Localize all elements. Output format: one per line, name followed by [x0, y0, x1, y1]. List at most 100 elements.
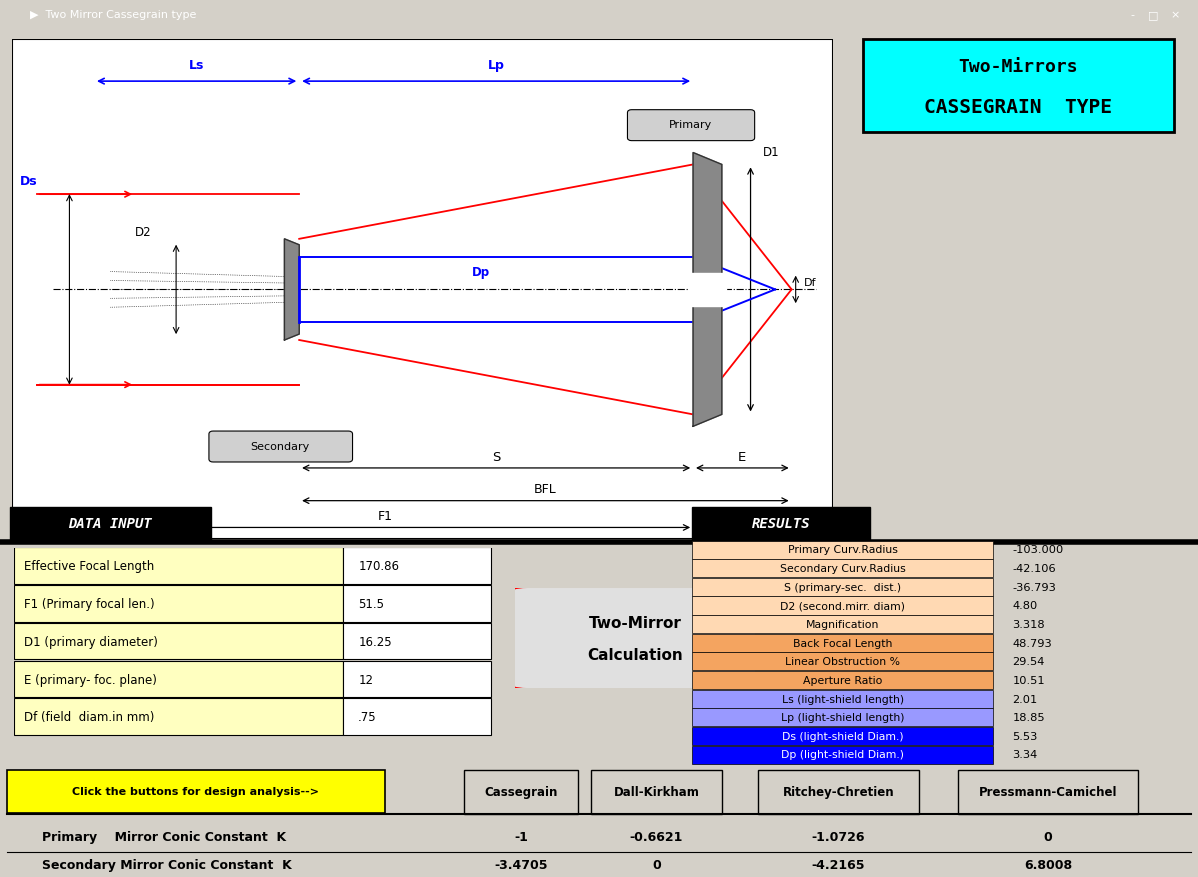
Text: S (primary-sec.  dist.): S (primary-sec. dist.) — [785, 582, 901, 593]
Polygon shape — [694, 153, 722, 426]
FancyBboxPatch shape — [14, 585, 344, 622]
Text: Aperture Ratio: Aperture Ratio — [803, 676, 883, 686]
Text: Secondary Curv.Radius: Secondary Curv.Radius — [780, 564, 906, 574]
Text: 29.54: 29.54 — [1012, 657, 1045, 667]
Text: Ds: Ds — [20, 175, 38, 189]
FancyBboxPatch shape — [591, 770, 722, 814]
Text: 0: 0 — [1043, 831, 1053, 845]
FancyBboxPatch shape — [344, 623, 491, 660]
Text: 5.53: 5.53 — [1012, 731, 1037, 742]
Text: 12: 12 — [358, 674, 374, 687]
FancyBboxPatch shape — [344, 547, 491, 584]
Text: Lp (light-shield length): Lp (light-shield length) — [781, 713, 904, 724]
Text: E (primary- foc. plane): E (primary- foc. plane) — [24, 674, 157, 687]
Text: Click the buttons for design analysis-->: Click the buttons for design analysis--> — [72, 787, 319, 797]
Text: Secondary Mirror Conic Constant  K: Secondary Mirror Conic Constant K — [42, 859, 291, 872]
Text: 18.85: 18.85 — [1012, 713, 1045, 724]
Polygon shape — [284, 239, 300, 340]
Text: Primary: Primary — [668, 120, 713, 130]
Polygon shape — [689, 273, 726, 306]
Text: 48.793: 48.793 — [1012, 638, 1052, 649]
FancyBboxPatch shape — [863, 39, 1174, 132]
Text: 2.01: 2.01 — [1012, 695, 1037, 704]
Text: DATA INPUT: DATA INPUT — [68, 517, 152, 531]
FancyBboxPatch shape — [344, 698, 491, 735]
Text: □: □ — [1149, 11, 1158, 20]
Text: Ritchey-Chretien: Ritchey-Chretien — [782, 786, 895, 799]
Text: -3.4705: -3.4705 — [495, 859, 547, 872]
Text: D2 (second.mirr. diam): D2 (second.mirr. diam) — [780, 602, 906, 611]
Text: Effective Focal Length: Effective Focal Length — [24, 560, 155, 574]
FancyBboxPatch shape — [14, 698, 344, 735]
FancyBboxPatch shape — [208, 431, 352, 462]
Text: ×: × — [1170, 11, 1180, 20]
FancyBboxPatch shape — [692, 578, 993, 595]
Text: Back Focal Length: Back Focal Length — [793, 638, 893, 649]
Text: -1: -1 — [514, 831, 528, 845]
Text: Ds (light-shield Diam.): Ds (light-shield Diam.) — [782, 731, 903, 742]
FancyBboxPatch shape — [12, 39, 833, 539]
FancyBboxPatch shape — [692, 615, 993, 633]
Text: -36.793: -36.793 — [1012, 582, 1057, 593]
Text: Df (field  diam.in mm): Df (field diam.in mm) — [24, 711, 155, 724]
Text: Df: Df — [804, 279, 816, 289]
FancyBboxPatch shape — [692, 634, 993, 652]
Text: 170.86: 170.86 — [358, 560, 399, 574]
Text: Dp (light-shield Diam.): Dp (light-shield Diam.) — [781, 751, 904, 760]
FancyBboxPatch shape — [344, 585, 491, 622]
FancyBboxPatch shape — [692, 652, 993, 670]
Text: 3.34: 3.34 — [1012, 751, 1037, 760]
Text: Dp: Dp — [472, 267, 490, 279]
Text: Primary    Mirror Conic Constant  K: Primary Mirror Conic Constant K — [42, 831, 286, 845]
Text: Two-Mirror: Two-Mirror — [588, 617, 682, 631]
FancyBboxPatch shape — [692, 596, 993, 615]
Text: E: E — [738, 451, 746, 464]
Text: -: - — [1130, 11, 1135, 20]
Text: 0: 0 — [652, 859, 661, 872]
Text: 6.8008: 6.8008 — [1024, 859, 1072, 872]
Text: Secondary: Secondary — [250, 441, 310, 452]
Text: Lp: Lp — [488, 60, 504, 72]
FancyBboxPatch shape — [692, 709, 993, 726]
Text: Two-Mirrors: Two-Mirrors — [958, 59, 1078, 76]
Text: 4.80: 4.80 — [1012, 602, 1037, 611]
FancyBboxPatch shape — [692, 745, 993, 764]
FancyBboxPatch shape — [692, 507, 870, 542]
Text: .75: .75 — [358, 711, 377, 724]
Text: F1: F1 — [377, 510, 393, 524]
Text: 16.25: 16.25 — [358, 636, 392, 649]
Text: -1.0726: -1.0726 — [812, 831, 865, 845]
FancyBboxPatch shape — [692, 540, 993, 559]
Text: Pressmann-Camichel: Pressmann-Camichel — [979, 786, 1118, 799]
FancyBboxPatch shape — [344, 660, 491, 697]
Text: BFL: BFL — [534, 483, 557, 496]
Text: RESULTS: RESULTS — [752, 517, 810, 531]
Text: Linear Obstruction %: Linear Obstruction % — [785, 657, 900, 667]
FancyBboxPatch shape — [757, 770, 920, 814]
Text: Magnification: Magnification — [806, 620, 879, 630]
FancyBboxPatch shape — [958, 770, 1138, 814]
FancyBboxPatch shape — [692, 671, 993, 689]
FancyBboxPatch shape — [692, 560, 993, 577]
Text: Calculation: Calculation — [587, 647, 683, 663]
Text: S: S — [492, 451, 501, 464]
Text: -103.000: -103.000 — [1012, 545, 1064, 555]
FancyBboxPatch shape — [14, 623, 344, 660]
FancyBboxPatch shape — [692, 689, 993, 708]
FancyBboxPatch shape — [14, 660, 344, 697]
FancyBboxPatch shape — [628, 110, 755, 140]
Text: Dall-Kirkham: Dall-Kirkham — [613, 786, 700, 799]
Text: D1 (primary diameter): D1 (primary diameter) — [24, 636, 158, 649]
FancyBboxPatch shape — [10, 507, 211, 542]
FancyBboxPatch shape — [7, 770, 385, 813]
Text: D1: D1 — [763, 146, 780, 159]
Text: -42.106: -42.106 — [1012, 564, 1057, 574]
FancyBboxPatch shape — [465, 770, 579, 814]
Text: Ls: Ls — [189, 60, 205, 72]
FancyBboxPatch shape — [14, 547, 344, 584]
Text: -0.6621: -0.6621 — [630, 831, 683, 845]
Text: Ls (light-shield length): Ls (light-shield length) — [781, 695, 903, 704]
Text: ▶  Two Mirror Cassegrain type: ▶ Two Mirror Cassegrain type — [30, 11, 196, 20]
Text: -4.2165: -4.2165 — [812, 859, 865, 872]
Text: 51.5: 51.5 — [358, 598, 385, 611]
